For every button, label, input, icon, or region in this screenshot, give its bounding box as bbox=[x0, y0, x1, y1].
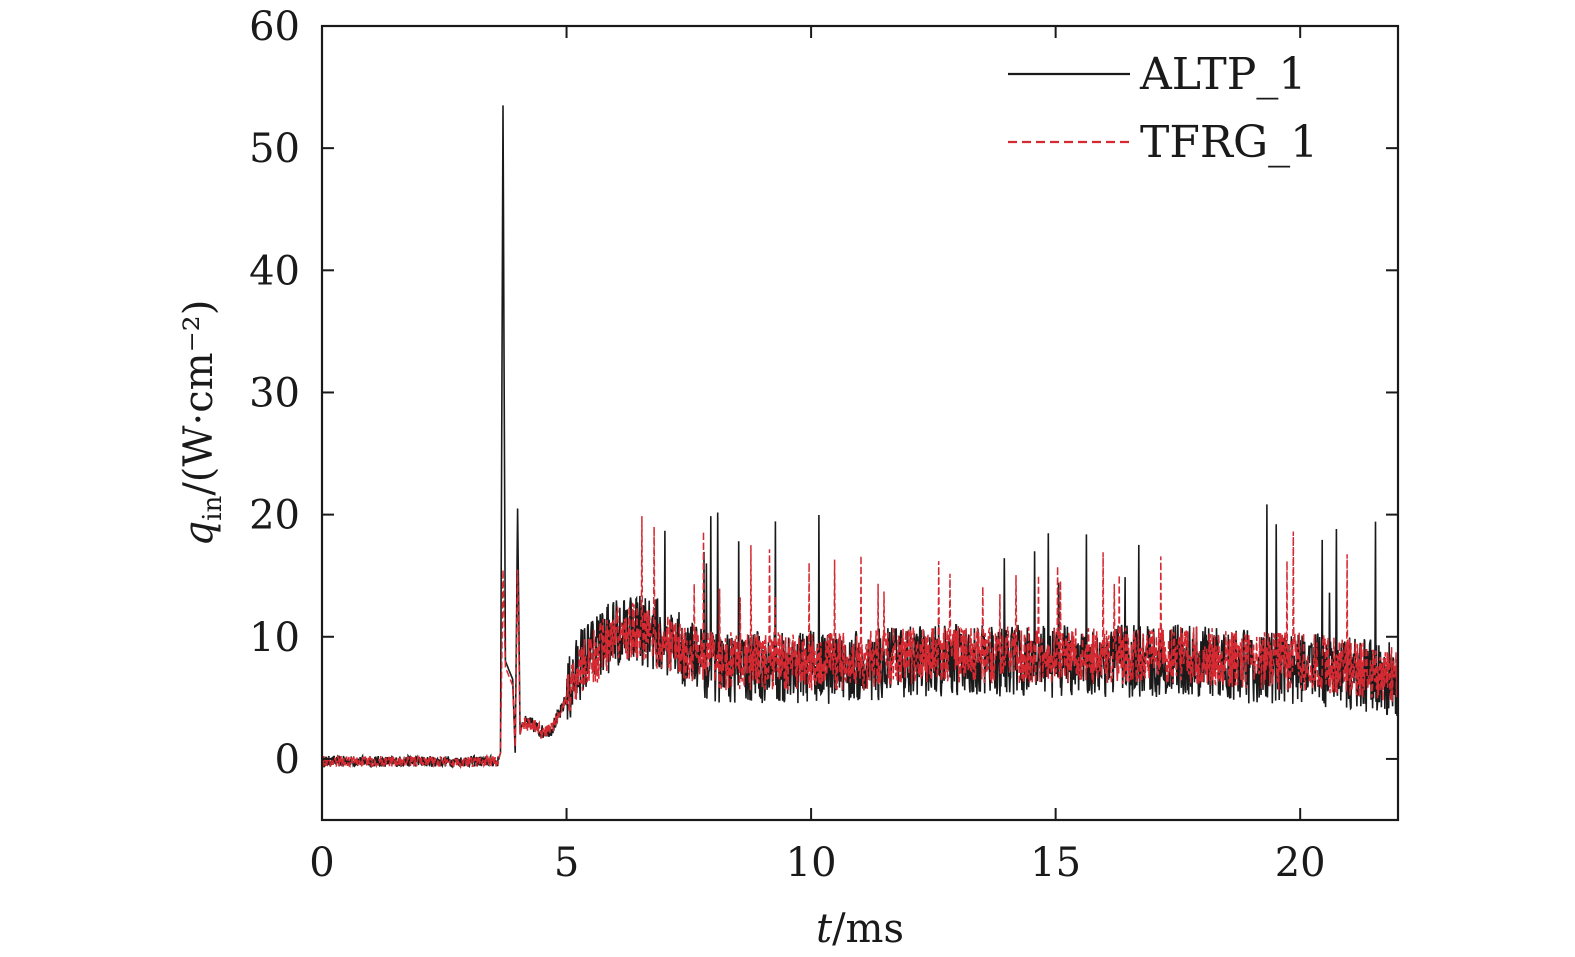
series-layer bbox=[322, 105, 1398, 770]
axis-ticks bbox=[321, 25, 1398, 820]
y-tick-label: 20 bbox=[249, 493, 300, 539]
y-axis-label: qin/(W·cm⁻²) bbox=[176, 300, 228, 547]
x-tick-label: 20 bbox=[1275, 840, 1326, 886]
legend-label-altp: ALTP_1 bbox=[1139, 49, 1306, 100]
series-line-altp bbox=[322, 105, 1398, 769]
plot-area-frame bbox=[320, 24, 1400, 822]
x-tick-label: 10 bbox=[786, 840, 837, 886]
y-tick-label: 50 bbox=[249, 126, 300, 172]
y-tick-label: 60 bbox=[249, 4, 300, 50]
tick-labels: 0 5 10 15 20 0 10 20 30 40 50 60 bbox=[249, 4, 1326, 886]
x-axis-label: t/ms bbox=[816, 906, 904, 952]
y-tick-label: 30 bbox=[249, 370, 300, 416]
x-tick-label: 0 bbox=[309, 840, 334, 886]
series-line-tfrg bbox=[322, 516, 1398, 770]
y-tick-label: 40 bbox=[249, 248, 300, 294]
x-tick-label: 5 bbox=[554, 840, 579, 886]
legend-label-tfrg: TFRG_1 bbox=[1140, 117, 1318, 168]
y-tick-label: 0 bbox=[275, 737, 300, 783]
x-tick-label: 15 bbox=[1030, 840, 1081, 886]
legend: ALTP_1 TFRG_1 bbox=[1008, 49, 1318, 168]
y-tick-label: 10 bbox=[249, 615, 300, 661]
